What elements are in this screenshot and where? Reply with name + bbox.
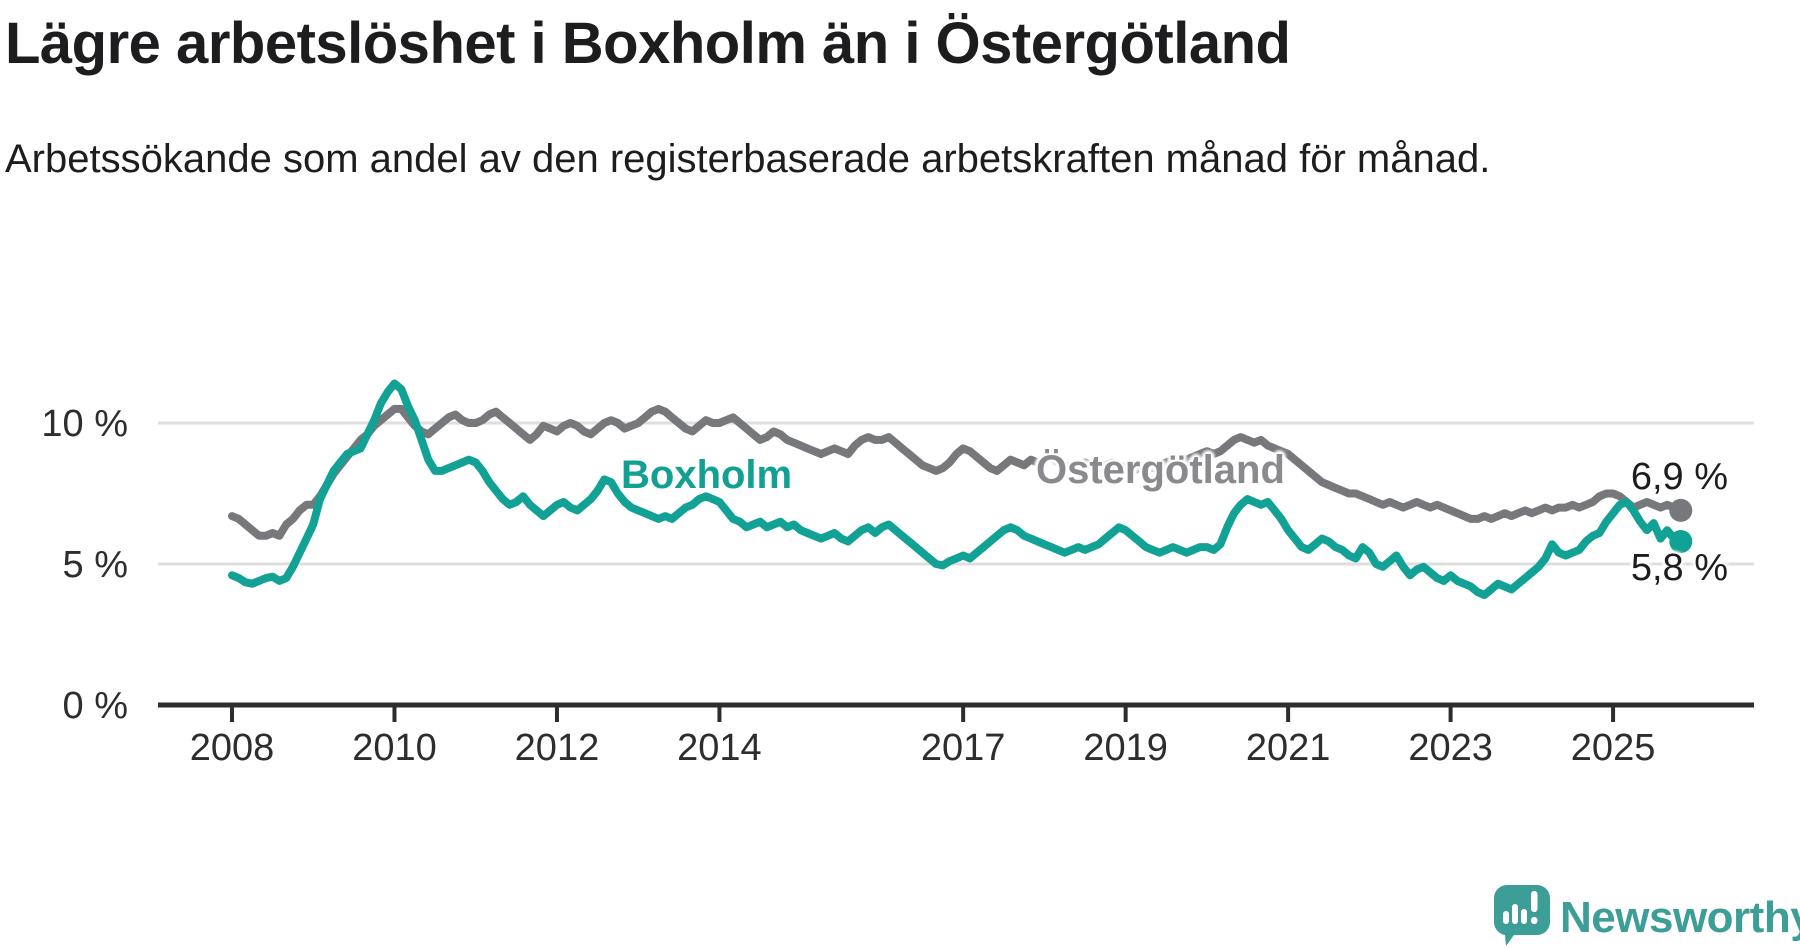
y-tick-label: 0 % xyxy=(62,685,128,727)
bar-medium xyxy=(1521,909,1527,924)
gridlines xyxy=(158,421,1754,566)
bar-small xyxy=(1503,911,1509,924)
newsworthy-wordmark: Newsworthy xyxy=(1560,893,1800,942)
x-tick-label: 2017 xyxy=(920,727,1006,769)
series-line-boxholm xyxy=(228,379,1685,599)
x-tick-label: 2023 xyxy=(1408,727,1493,769)
x-tick-label: 2014 xyxy=(677,727,762,769)
exclamation-dot xyxy=(1531,917,1538,924)
chart-subtitle: Arbetssökande som andel av den registerb… xyxy=(5,137,1491,181)
y-tick-label: 5 % xyxy=(62,544,128,586)
end-dot-östergötland xyxy=(1669,498,1693,522)
newsworthy-logo-icon xyxy=(1493,885,1550,946)
series-label-boxholm: Boxholm xyxy=(621,453,793,497)
newsworthy-logo: Newsworthy xyxy=(1492,884,1800,948)
x-tick-label: 2012 xyxy=(514,727,600,769)
exclamation-bar xyxy=(1531,891,1538,912)
x-axis xyxy=(158,702,1754,722)
x-tick-label: 2008 xyxy=(189,727,275,769)
x-tick-label: 2025 xyxy=(1570,727,1656,769)
series-line-östergötland xyxy=(228,404,1685,540)
end-dots xyxy=(1669,498,1693,553)
y-tick-label: 10 % xyxy=(41,403,128,445)
series-label-ostergotland: Östergötland xyxy=(1036,448,1285,492)
x-tick-label: 2021 xyxy=(1245,727,1331,769)
chart-title: Lägre arbetslöshet i Boxholm än i Österg… xyxy=(5,11,1291,76)
x-tick-label: 2019 xyxy=(1083,727,1168,769)
series-paths xyxy=(228,379,1685,599)
x-tick-label: 2010 xyxy=(352,727,437,769)
end-value-label-ostergotland: 6,9 % xyxy=(1630,456,1728,498)
end-dot-boxholm xyxy=(1669,529,1693,553)
bar-tall xyxy=(1512,904,1518,924)
end-value-label-boxholm: 5,8 % xyxy=(1630,547,1728,589)
